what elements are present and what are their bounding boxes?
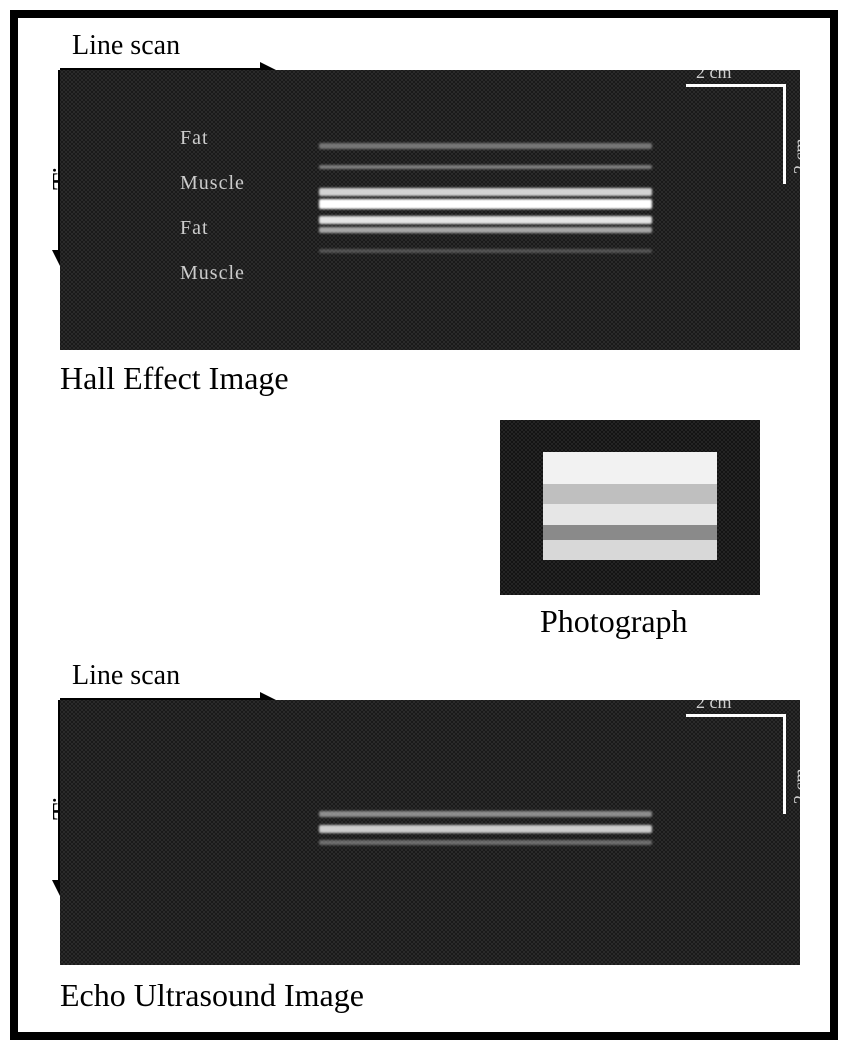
imaging-striation <box>319 165 652 169</box>
scalebar-h-label: 2 cm <box>696 700 732 713</box>
photograph-panel <box>500 420 760 595</box>
echo-ultrasound-caption: Echo Ultrasound Image <box>60 977 364 1014</box>
tissue-label: Fat <box>180 217 209 240</box>
photograph-sample <box>531 452 729 561</box>
imaging-striation <box>319 188 652 196</box>
scalebar-v-label: 2 cm <box>790 769 800 805</box>
scalebar-horizontal <box>686 84 786 87</box>
top-panel-x-axis-label: Line scan <box>72 30 180 62</box>
imaging-striation <box>319 811 652 817</box>
hall-effect-image-panel: Fat Muscle Fat Muscle 2 cm 2 cm <box>60 70 800 350</box>
top-panel-scalebar: 2 cm 2 cm <box>686 84 786 184</box>
scalebar-horizontal <box>686 714 786 717</box>
photograph-caption: Photograph <box>540 603 688 640</box>
figure-page: Line scan Time FatMuscleFatMuscle 2 cm 2… <box>0 0 848 1050</box>
bottom-panel-x-axis-label: Line scan <box>72 660 180 692</box>
imaging-striation <box>319 840 652 845</box>
imaging-striation <box>319 199 652 209</box>
scalebar-v-label: 2 cm <box>790 139 800 175</box>
scalebar-h-label: 2 cm <box>696 70 732 83</box>
photograph-tissue-layer <box>543 525 717 540</box>
photograph-tissue-layer <box>543 452 717 485</box>
tissue-label: Muscle <box>180 172 245 195</box>
photograph-tissue-layer <box>543 504 717 526</box>
echo-ultrasound-image-panel: 2 cm 2 cm <box>60 700 800 965</box>
imaging-striation <box>319 216 652 224</box>
scalebar-vertical <box>783 84 786 184</box>
imaging-striation <box>319 143 652 149</box>
photograph-tissue-layer <box>543 540 717 560</box>
imaging-striation <box>319 249 652 253</box>
bottom-panel-scalebar: 2 cm 2 cm <box>686 714 786 814</box>
tissue-label: Muscle <box>180 262 245 285</box>
imaging-striation <box>319 825 652 833</box>
imaging-striation <box>319 227 652 233</box>
hall-effect-caption: Hall Effect Image <box>60 360 289 397</box>
tissue-label: Fat <box>180 127 209 150</box>
photograph-tissue-layer <box>543 484 717 504</box>
scalebar-vertical <box>783 714 786 814</box>
